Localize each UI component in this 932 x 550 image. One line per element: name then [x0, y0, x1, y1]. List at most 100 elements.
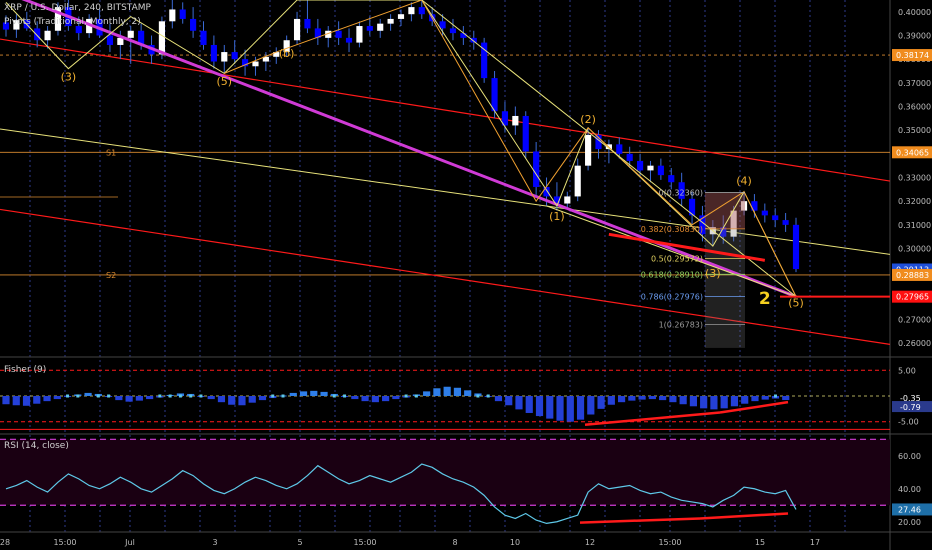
candle-body	[345, 37, 353, 43]
candle-body	[522, 115, 529, 152]
fisher-dot	[76, 394, 80, 398]
candlesticks	[2, 0, 800, 273]
candle-body	[242, 59, 249, 67]
price-tick: 0.26000	[898, 339, 931, 348]
fisher-histogram	[0, 369, 890, 430]
candle-body	[668, 175, 675, 183]
candle-body	[792, 224, 800, 270]
fisher-bar	[525, 396, 533, 413]
fisher-bar	[730, 396, 739, 407]
fisher-bar	[761, 396, 769, 400]
trendline	[0, 208, 891, 345]
wave-label: (2)	[580, 113, 596, 126]
fisher-bar	[648, 396, 656, 400]
fisher-dot	[107, 394, 111, 398]
fisher-bar	[628, 396, 636, 401]
candle-body	[657, 165, 664, 176]
fisher-tag	[892, 391, 932, 403]
candle-body	[782, 220, 789, 225]
fisher-bar	[546, 396, 554, 419]
fisher-dot	[773, 394, 777, 398]
price-axis[interactable]: 0.400000.390000.380000.370000.360000.350…	[892, 8, 932, 527]
fisher-bar	[443, 386, 451, 396]
candle-body	[564, 196, 571, 204]
fib-label: 0.382(0.30830)	[641, 225, 703, 234]
candle-body	[533, 151, 540, 187]
trendline	[0, 38, 891, 182]
candle-body	[231, 52, 238, 60]
fisher-bar	[587, 396, 595, 415]
rsi-tag-text: 27.46	[898, 505, 921, 514]
fisher-bar	[228, 396, 236, 405]
fisher-tag	[892, 401, 932, 413]
candle-body	[283, 40, 290, 53]
fisher-bar	[679, 396, 687, 405]
fisher-bar	[12, 396, 20, 406]
candle-body	[720, 227, 727, 237]
candle-body	[740, 201, 748, 211]
fisher-bar	[617, 396, 626, 403]
candle-body	[325, 30, 332, 38]
price-tag-text: 0.34065	[896, 148, 929, 157]
fisher-dot	[281, 394, 285, 398]
fisher-bar	[84, 392, 92, 396]
candle-body	[127, 30, 134, 38]
fisher-bar	[505, 396, 513, 406]
wave-label: 2	[759, 289, 771, 309]
time-tick: 5	[297, 538, 302, 547]
fisher-bar	[751, 396, 759, 402]
fisher-bar	[22, 396, 31, 406]
time-tick: Jul	[124, 538, 135, 547]
candle-body	[200, 30, 207, 45]
candle-body	[501, 111, 509, 126]
pivot-label: S2	[106, 271, 116, 280]
fan-line	[421, 0, 797, 297]
candle-body	[449, 28, 457, 34]
candle-body	[626, 153, 633, 161]
fisher-bar	[382, 396, 390, 402]
price-tick: 0.37000	[898, 79, 931, 88]
fisher-bar	[361, 396, 369, 402]
fisher-dot	[158, 394, 162, 398]
candle-body	[190, 18, 197, 31]
candle-body	[366, 26, 373, 31]
price-tick: 0.39000	[898, 32, 931, 41]
candle-body	[314, 28, 321, 38]
fisher-dot	[271, 394, 275, 398]
price-tag-text: 0.38174	[896, 51, 929, 60]
fisher-dot	[66, 394, 70, 398]
candle-body	[491, 78, 498, 112]
rsi-divergence	[579, 517, 701, 524]
candle-body	[418, 7, 425, 15]
candle-body	[751, 201, 758, 211]
fisher-bar	[125, 396, 133, 402]
rsi-tag	[892, 503, 932, 516]
candle-body	[678, 182, 685, 199]
price-tick: 0.33000	[898, 174, 931, 183]
wave-zigzag	[224, 0, 797, 297]
price-tag	[892, 146, 932, 159]
time-tick: 17	[810, 538, 820, 547]
price-tick: 0.40000	[898, 8, 931, 17]
candle-body	[262, 56, 269, 62]
fib-label: 0.5(0.29572)	[651, 255, 703, 264]
fisher-bar	[392, 396, 400, 400]
fisher-dot	[199, 394, 203, 398]
fisher-bar	[566, 396, 574, 422]
candle-body	[408, 7, 415, 15]
candle-body	[595, 134, 602, 150]
fisher-dot	[404, 394, 408, 398]
fisher-title: Fisher (9)	[4, 365, 46, 375]
fisher-bar	[53, 396, 61, 400]
fisher-bar	[310, 390, 318, 396]
candle-body	[252, 61, 259, 67]
price-tag-text: 0.28883	[896, 271, 929, 280]
fisher-dot	[189, 394, 193, 398]
fisher-bar	[720, 396, 728, 409]
candle-body	[293, 18, 301, 41]
time-axis[interactable]: 28 15:00 Jul 3 5 15:00 8 10 12 15:00 15 17	[0, 538, 820, 547]
pivot-label: S1	[106, 148, 116, 157]
fib-label: 0.786(0.27976)	[641, 292, 703, 301]
